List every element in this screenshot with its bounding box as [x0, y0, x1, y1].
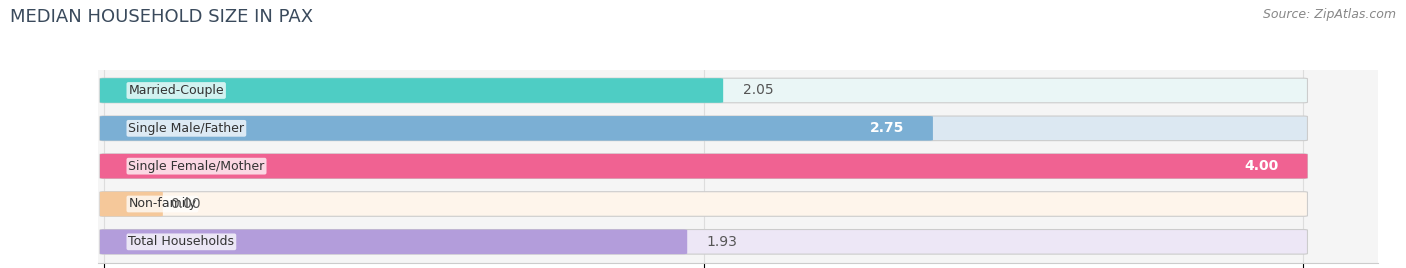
FancyBboxPatch shape	[100, 78, 1308, 103]
Text: 4.00: 4.00	[1244, 159, 1279, 173]
Text: 2.05: 2.05	[742, 84, 773, 98]
Text: Single Male/Father: Single Male/Father	[128, 122, 245, 135]
Text: Single Female/Mother: Single Female/Mother	[128, 160, 264, 173]
FancyBboxPatch shape	[100, 116, 1308, 141]
FancyBboxPatch shape	[100, 116, 934, 141]
FancyBboxPatch shape	[100, 192, 163, 216]
Text: Non-family: Non-family	[128, 198, 197, 210]
FancyBboxPatch shape	[100, 154, 1308, 178]
Text: Total Households: Total Households	[128, 235, 235, 248]
Text: 0.00: 0.00	[170, 197, 201, 211]
Text: 2.75: 2.75	[870, 121, 904, 135]
FancyBboxPatch shape	[100, 192, 1308, 216]
Text: 1.93: 1.93	[707, 235, 738, 249]
FancyBboxPatch shape	[100, 154, 1308, 178]
Text: Source: ZipAtlas.com: Source: ZipAtlas.com	[1263, 8, 1396, 21]
FancyBboxPatch shape	[100, 229, 1308, 254]
FancyBboxPatch shape	[100, 78, 723, 103]
Text: MEDIAN HOUSEHOLD SIZE IN PAX: MEDIAN HOUSEHOLD SIZE IN PAX	[10, 8, 314, 26]
Text: Married-Couple: Married-Couple	[128, 84, 224, 97]
FancyBboxPatch shape	[100, 229, 688, 254]
